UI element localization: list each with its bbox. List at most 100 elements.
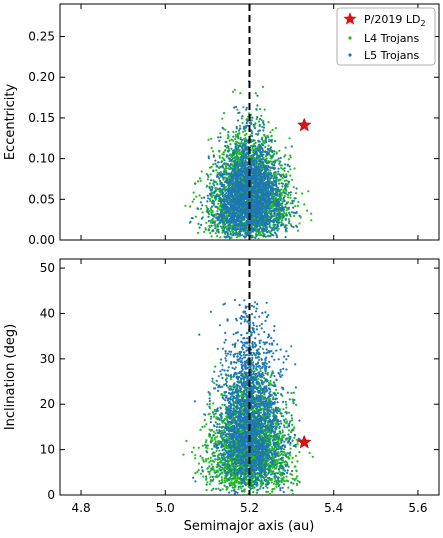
l5-trojan-point (255, 153, 258, 156)
l5-trojan-point (282, 196, 286, 199)
l5-trojan-point (249, 211, 252, 214)
l5-trojan-point (277, 170, 280, 173)
l4-trojan-point (248, 112, 251, 115)
l5-trojan-point (251, 210, 255, 213)
l4-trojan-point (294, 192, 298, 195)
l5-trojan-point (243, 236, 247, 239)
l5-trojan-point (241, 212, 244, 216)
l5-trojan-point (244, 231, 247, 234)
l4-trojan-point (287, 196, 290, 199)
legend-entry-l5: L5 Trojans (364, 49, 420, 62)
l4-trojan-point (215, 169, 218, 172)
l5-trojan-point (284, 192, 287, 195)
l5-trojan-point (224, 140, 227, 143)
l5-trojan-point (244, 146, 247, 149)
l5-trojan-point (256, 115, 259, 119)
l5-trojan-point (207, 215, 210, 218)
l5-trojan-point (274, 219, 277, 222)
l5-trojan-point (231, 195, 234, 199)
l5-trojan-point (273, 231, 277, 234)
l5-trojan-point (278, 221, 281, 224)
l5-trojan-point (273, 167, 276, 170)
l5-trojan-point (214, 159, 217, 162)
l5-trojan-point (261, 183, 264, 186)
l4-trojan-point (205, 204, 208, 207)
l5-trojan-point (190, 217, 193, 220)
l4-trojan-point (289, 202, 292, 205)
l4-trojan-point (189, 205, 192, 208)
l5-trojan-point (257, 228, 260, 231)
l5-trojan-point (213, 184, 216, 187)
l5-trojan-point (279, 213, 282, 216)
l4-trojan-point (234, 133, 237, 136)
l4-trojan-point (267, 121, 270, 124)
l5-trojan-point (250, 192, 253, 195)
l5-trojan-point (223, 162, 226, 165)
l5-trojan-point (234, 223, 237, 226)
l5-trojan-point (232, 221, 235, 224)
l5-trojan-point (262, 121, 265, 124)
l5-trojan-point (246, 174, 249, 177)
l5-trojan-point (263, 168, 266, 171)
l5-trojan-point (275, 176, 278, 180)
l5-trojan-point (231, 169, 235, 172)
l5-trojan-point (270, 149, 273, 152)
l4-trojan-point (234, 135, 238, 138)
l4-trojan-point (208, 224, 211, 227)
l4-trojan-point (199, 179, 202, 182)
l5-trojan-point (262, 190, 265, 193)
l5-trojan-point (255, 161, 258, 164)
l4-trojan-point (218, 154, 221, 158)
l4-trojan-point (240, 141, 243, 144)
l5-trojan-point (218, 187, 221, 190)
l4-trojan-point (201, 211, 204, 214)
l5-trojan-point (289, 191, 293, 194)
l5-trojan-point (254, 172, 257, 175)
l5-trojan-point (228, 223, 231, 226)
l5-trojan-point (227, 228, 230, 231)
l5-trojan-point (233, 106, 236, 109)
l5-trojan-point (211, 221, 214, 225)
l5-trojan-point (265, 187, 268, 190)
l5-trojan-point (264, 235, 267, 238)
l4-trojan-point (245, 132, 248, 136)
l5-trojan-point (250, 168, 254, 171)
l5-trojan-point (230, 212, 233, 215)
l5-trojan-point (222, 229, 225, 232)
l5-trojan-point (224, 207, 227, 211)
l5-trojan-point (233, 173, 236, 176)
l4-trojan-point (241, 234, 244, 237)
l5-trojan-point (225, 210, 228, 213)
l5-trojan-point (238, 220, 241, 223)
l5-trojan-point (259, 189, 262, 192)
l4-trojan-point (205, 221, 208, 224)
l4-trojan-point (250, 119, 253, 122)
l5-trojan-point (232, 150, 236, 154)
l4-trojan-point (289, 154, 292, 157)
y-tick-label: 0.00 (28, 233, 55, 247)
l5-trojan-point (238, 187, 241, 190)
l5-trojan-point (212, 170, 215, 173)
l4-trojan-point (203, 230, 206, 233)
l5-trojan-point (292, 206, 295, 209)
l5-trojan-point (244, 153, 247, 157)
l4-trojan-point (229, 230, 232, 233)
l5-trojan-point (251, 234, 254, 237)
l5-trojan-point (272, 195, 275, 198)
l5-trojan-point (259, 180, 262, 183)
l4-trojan-point (233, 157, 237, 160)
l4-trojan-point (209, 208, 213, 211)
l4-trojan-point (254, 141, 257, 145)
l4-trojan-point (265, 157, 268, 160)
l4-trojan-point (225, 227, 228, 230)
l4-trojan-point (221, 117, 224, 120)
l5-trojan-point (270, 162, 273, 165)
l5-trojan-point (226, 163, 229, 166)
l5-trojan-point (233, 232, 236, 235)
l4-trojan-point (242, 106, 245, 109)
l5-trojan-point (278, 190, 281, 193)
l5-trojan-point (257, 207, 260, 210)
l5-trojan-point (242, 127, 245, 130)
l5-trojan-point (291, 202, 294, 205)
l5-trojan-point (234, 171, 237, 174)
